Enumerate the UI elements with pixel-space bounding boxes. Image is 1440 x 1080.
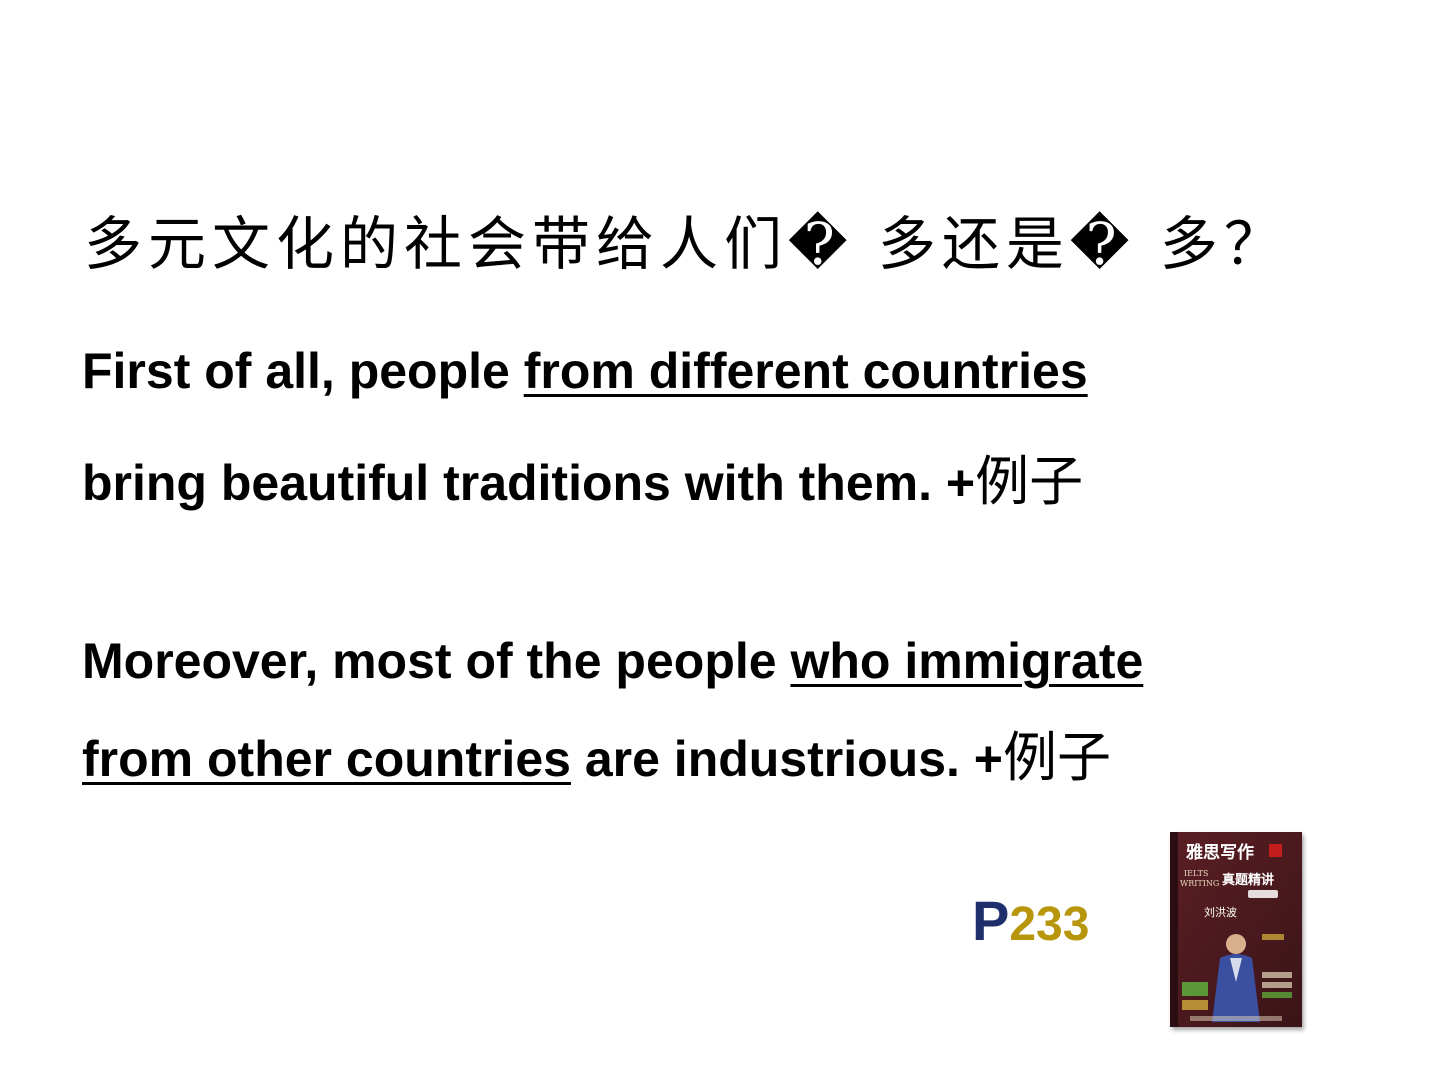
- book-spine: [1170, 832, 1178, 1027]
- paragraph1-line1: First of all, people from different coun…: [82, 344, 1088, 399]
- book-red-badge: [1269, 844, 1282, 857]
- paragraph1-line2-text: bring beautiful traditions with them. +: [82, 455, 976, 511]
- book-figure-body: [1212, 954, 1260, 1022]
- book-title-cn: 雅思写作: [1185, 842, 1254, 863]
- paragraph2-example-label: 例子: [1003, 726, 1112, 789]
- paragraph2-line1-text: Moreover, most of the people: [82, 633, 791, 689]
- book-label-right-2: [1262, 982, 1292, 988]
- book-cover-image: 雅思写作 IELTS WRITING 真题精讲 刘洪波: [1170, 832, 1302, 1027]
- book-edition-tag: [1248, 890, 1278, 898]
- book-publisher-line: [1190, 1016, 1282, 1021]
- paragraph2-line2-text: are industrious. +: [570, 731, 1004, 787]
- book-label-right-1: [1262, 972, 1292, 978]
- book-subtitle-cn: 真题精讲: [1222, 872, 1274, 888]
- book-figure-collar: [1230, 958, 1242, 982]
- paragraph2-line1: Moreover, most of the people who immigra…: [82, 634, 1143, 689]
- book-label-left-2: [1182, 1000, 1208, 1010]
- page-reference-number: 233: [1009, 898, 1090, 951]
- book-label-left: [1182, 982, 1208, 996]
- book-en-line1: IELTS: [1184, 869, 1208, 878]
- paragraph1-underlined-phrase: from different countries: [523, 343, 1088, 399]
- book-cover-illustration: 雅思写作 IELTS WRITING 真题精讲 刘洪波: [1170, 832, 1302, 1027]
- paragraph1-line1-text: First of all, people: [82, 343, 524, 399]
- book-en-line2: WRITING: [1180, 879, 1219, 888]
- book-logo-mark: [1262, 934, 1284, 940]
- paragraph2-underlined-phrase-2: from other countries: [82, 731, 571, 787]
- page-reference: P233: [972, 888, 1089, 953]
- page-reference-prefix: P: [972, 889, 1010, 952]
- book-figure-head: [1226, 934, 1246, 954]
- book-author: 刘洪波: [1204, 905, 1237, 919]
- paragraph2-line2: from other countries are industrious. +例…: [82, 728, 1111, 787]
- paragraph1-line2: bring beautiful traditions with them. +例…: [82, 452, 1083, 511]
- slide-title: 多元文化的社会带给人们� 多还是� 多？: [84, 210, 1288, 278]
- book-label-right-3: [1262, 992, 1292, 998]
- paragraph1-example-label: 例子: [975, 450, 1084, 513]
- paragraph2-underlined-phrase-1: who immigrate: [790, 633, 1144, 689]
